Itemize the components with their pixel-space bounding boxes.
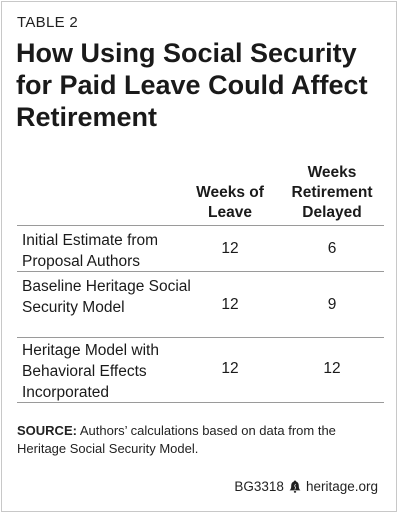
- row-label-behavioral-model: Heritage Model with Behavioral Effects I…: [22, 342, 159, 401]
- cell-weeks-leave: 12: [221, 240, 239, 257]
- site-name: heritage.org: [305, 479, 378, 494]
- page-title: How Using Social Security for Paid Leave…: [16, 38, 368, 132]
- cell-weeks-leave: 12: [221, 360, 239, 377]
- column-header-weeks-retirement-delayed: Weeks Retirement Delayed: [291, 164, 373, 221]
- cell-weeks-delayed: 6: [327, 240, 337, 257]
- liberty-bell-icon: [289, 480, 301, 493]
- cell-weeks-delayed: 9: [327, 296, 337, 313]
- header-rule: [17, 225, 384, 226]
- report-code: BG3318: [234, 479, 284, 494]
- source-note: SOURCE: Authors’ calculations based on d…: [17, 422, 377, 458]
- row-rule: [17, 271, 384, 272]
- cell-weeks-leave: 12: [221, 296, 239, 313]
- cell-weeks-delayed: 12: [323, 360, 341, 377]
- source-prefix: SOURCE:: [17, 423, 77, 438]
- row-label-initial-estimate: Initial Estimate from Proposal Authors: [22, 232, 159, 270]
- table-label: TABLE 2: [17, 14, 79, 31]
- source-text: Authors’ calculations based on data from…: [17, 423, 336, 456]
- table-bottom-rule: [17, 402, 384, 403]
- row-rule: [17, 337, 384, 338]
- column-header-weeks-of-leave: Weeks of Leave: [196, 184, 264, 221]
- row-label-baseline-model: Baseline Heritage Social Security Model: [22, 278, 191, 316]
- footer: BG3318 heritage.org: [234, 479, 378, 494]
